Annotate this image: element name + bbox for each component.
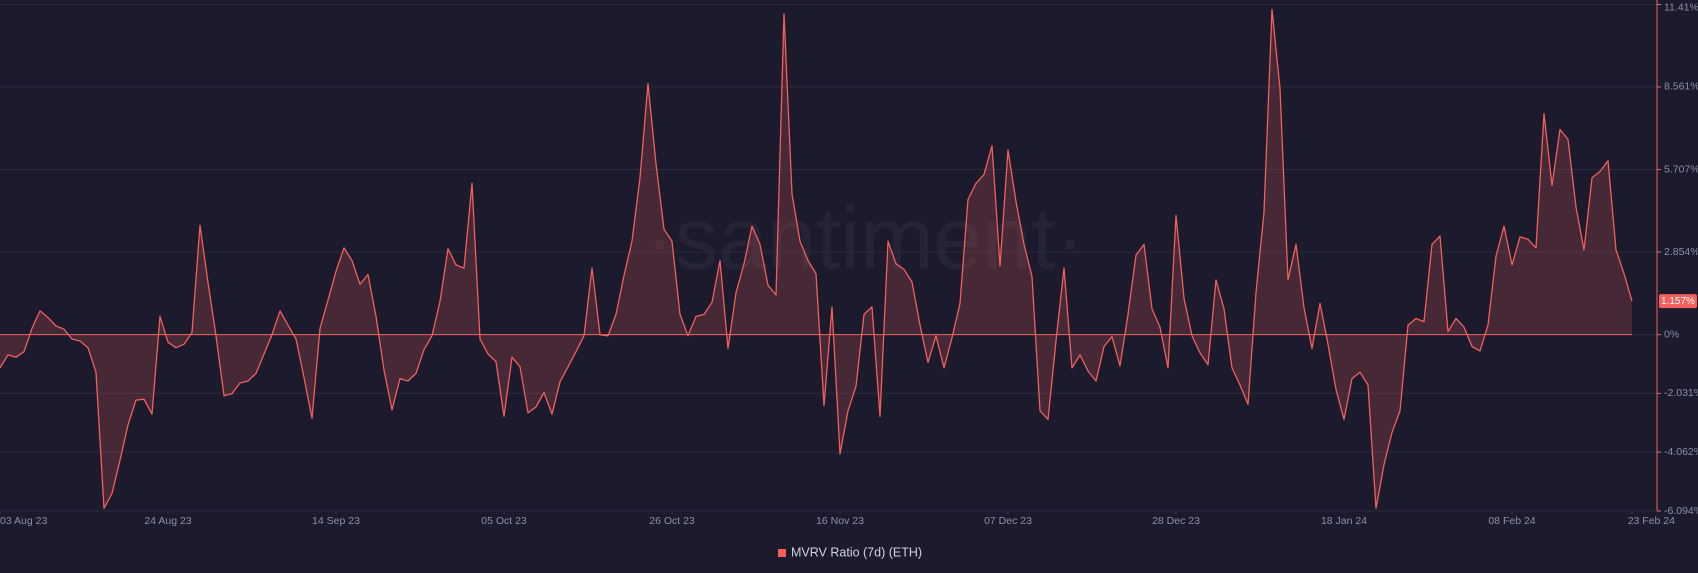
y-tick-label: 11.41% (1664, 1, 1698, 13)
y-tick-label: -2.031% (1664, 387, 1698, 399)
x-tick-label: 14 Sep 23 (312, 515, 360, 527)
y-tick-label: 8.561% (1664, 81, 1698, 93)
x-tick-label: 24 Aug 23 (144, 515, 191, 527)
y-tick-label: 5.707% (1664, 163, 1698, 175)
x-tick-label: 28 Dec 23 (1152, 515, 1200, 527)
legend-label: MVRV Ratio (7d) (ETH) (791, 545, 922, 559)
y-tick-label: -6.094% (1664, 505, 1698, 517)
current-value-badge (1659, 294, 1697, 309)
current-value-label: 1.157% (1661, 296, 1695, 307)
x-tick-label: 08 Feb 24 (1488, 515, 1535, 527)
x-tick-label: 05 Oct 23 (481, 515, 527, 527)
x-tick-label: 26 Oct 23 (649, 515, 695, 527)
x-tick-label: 16 Nov 23 (816, 515, 864, 527)
line (0, 8, 1633, 509)
y-tick-label: -4.062% (1664, 446, 1698, 458)
x-tick-label: 07 Dec 23 (984, 515, 1032, 527)
x-tick-label: 03 Aug 23 (0, 515, 47, 527)
y-tick-label: 2.854% (1664, 246, 1698, 258)
x-tick-label: 23 Feb 24 (1628, 515, 1675, 527)
y-tick-label: 0% (1664, 328, 1679, 340)
legend-swatch (778, 549, 786, 557)
x-tick-label: 18 Jan 24 (1321, 515, 1367, 527)
